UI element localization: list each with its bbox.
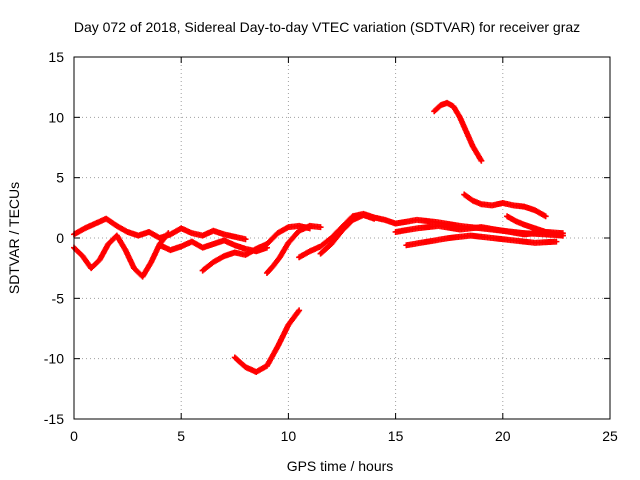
y-tick-label: 15: [48, 49, 64, 65]
chart-title: Day 072 of 2018, Sidereal Day-to-day VTE…: [74, 19, 580, 35]
data-point: [542, 213, 549, 220]
axis-ticks: [73, 56, 611, 420]
series-arc-7: [296, 210, 399, 261]
series-arc-13: [461, 191, 549, 220]
x-tick-label: 5: [177, 428, 185, 444]
series-arc-12: [431, 99, 485, 164]
data-points: [71, 99, 566, 375]
series-arc-2: [71, 230, 172, 280]
x-axis-label: GPS time / hours: [287, 458, 394, 474]
series-arc-8: [317, 212, 378, 257]
x-tick-label: 0: [70, 428, 78, 444]
y-tick-label: -10: [44, 351, 64, 367]
y-tick-label: 0: [56, 230, 64, 246]
data-point: [317, 224, 324, 231]
grid-lines: [74, 57, 610, 419]
series-arc-10: [392, 222, 566, 238]
series-arc-5: [231, 307, 303, 375]
y-tick-labels: -15 -10 -5 0 5 10 15: [44, 49, 64, 427]
series-arc-11: [403, 232, 560, 249]
x-tick-labels: 0 5 10 15 20 25: [70, 428, 618, 444]
y-tick-label: -15: [44, 411, 64, 427]
data-point: [371, 215, 378, 222]
x-tick-label: 15: [388, 428, 404, 444]
y-tick-label: 10: [48, 109, 64, 125]
series-arc-6: [263, 222, 324, 276]
data-point: [242, 236, 249, 243]
y-axis-label: SDTVAR / TECUs: [6, 182, 22, 294]
x-tick-label: 25: [602, 428, 618, 444]
data-point: [553, 238, 560, 245]
x-tick-label: 20: [495, 428, 511, 444]
y-tick-label: 5: [56, 170, 64, 186]
data-point: [296, 307, 303, 314]
data-point: [559, 232, 566, 239]
x-tick-label: 10: [281, 428, 297, 444]
y-tick-label: -5: [52, 290, 65, 306]
series-arc-14: [504, 213, 566, 239]
series-arc-1: [71, 215, 249, 243]
data-point: [165, 230, 172, 237]
data-point: [478, 157, 485, 164]
